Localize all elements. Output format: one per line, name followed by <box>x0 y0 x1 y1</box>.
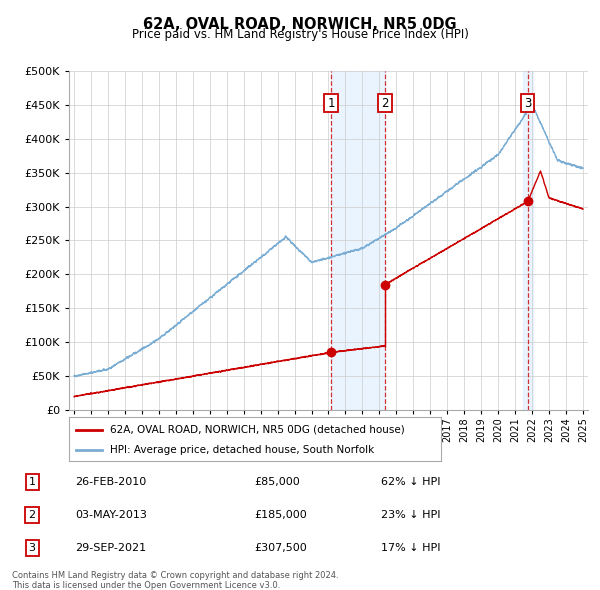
Text: 1: 1 <box>327 97 335 110</box>
Text: 62A, OVAL ROAD, NORWICH, NR5 0DG (detached house): 62A, OVAL ROAD, NORWICH, NR5 0DG (detach… <box>110 425 404 434</box>
Text: 3: 3 <box>29 543 35 553</box>
Text: 2: 2 <box>381 97 389 110</box>
Text: 62% ↓ HPI: 62% ↓ HPI <box>380 477 440 487</box>
Text: 23% ↓ HPI: 23% ↓ HPI <box>380 510 440 520</box>
Text: 03-MAY-2013: 03-MAY-2013 <box>76 510 147 520</box>
Text: Contains HM Land Registry data © Crown copyright and database right 2024.: Contains HM Land Registry data © Crown c… <box>12 571 338 580</box>
Text: HPI: Average price, detached house, South Norfolk: HPI: Average price, detached house, Sout… <box>110 445 374 455</box>
Text: 2: 2 <box>29 510 36 520</box>
Text: 1: 1 <box>29 477 35 487</box>
Text: £85,000: £85,000 <box>254 477 299 487</box>
Text: 3: 3 <box>524 97 532 110</box>
Text: 17% ↓ HPI: 17% ↓ HPI <box>380 543 440 553</box>
Text: This data is licensed under the Open Government Licence v3.0.: This data is licensed under the Open Gov… <box>12 581 280 589</box>
Bar <box>331 71 385 410</box>
Bar <box>523 71 533 410</box>
Text: 29-SEP-2021: 29-SEP-2021 <box>76 543 146 553</box>
Text: £307,500: £307,500 <box>254 543 307 553</box>
Text: Price paid vs. HM Land Registry's House Price Index (HPI): Price paid vs. HM Land Registry's House … <box>131 28 469 41</box>
Text: 62A, OVAL ROAD, NORWICH, NR5 0DG: 62A, OVAL ROAD, NORWICH, NR5 0DG <box>143 17 457 31</box>
Text: 26-FEB-2010: 26-FEB-2010 <box>76 477 146 487</box>
Text: £185,000: £185,000 <box>254 510 307 520</box>
